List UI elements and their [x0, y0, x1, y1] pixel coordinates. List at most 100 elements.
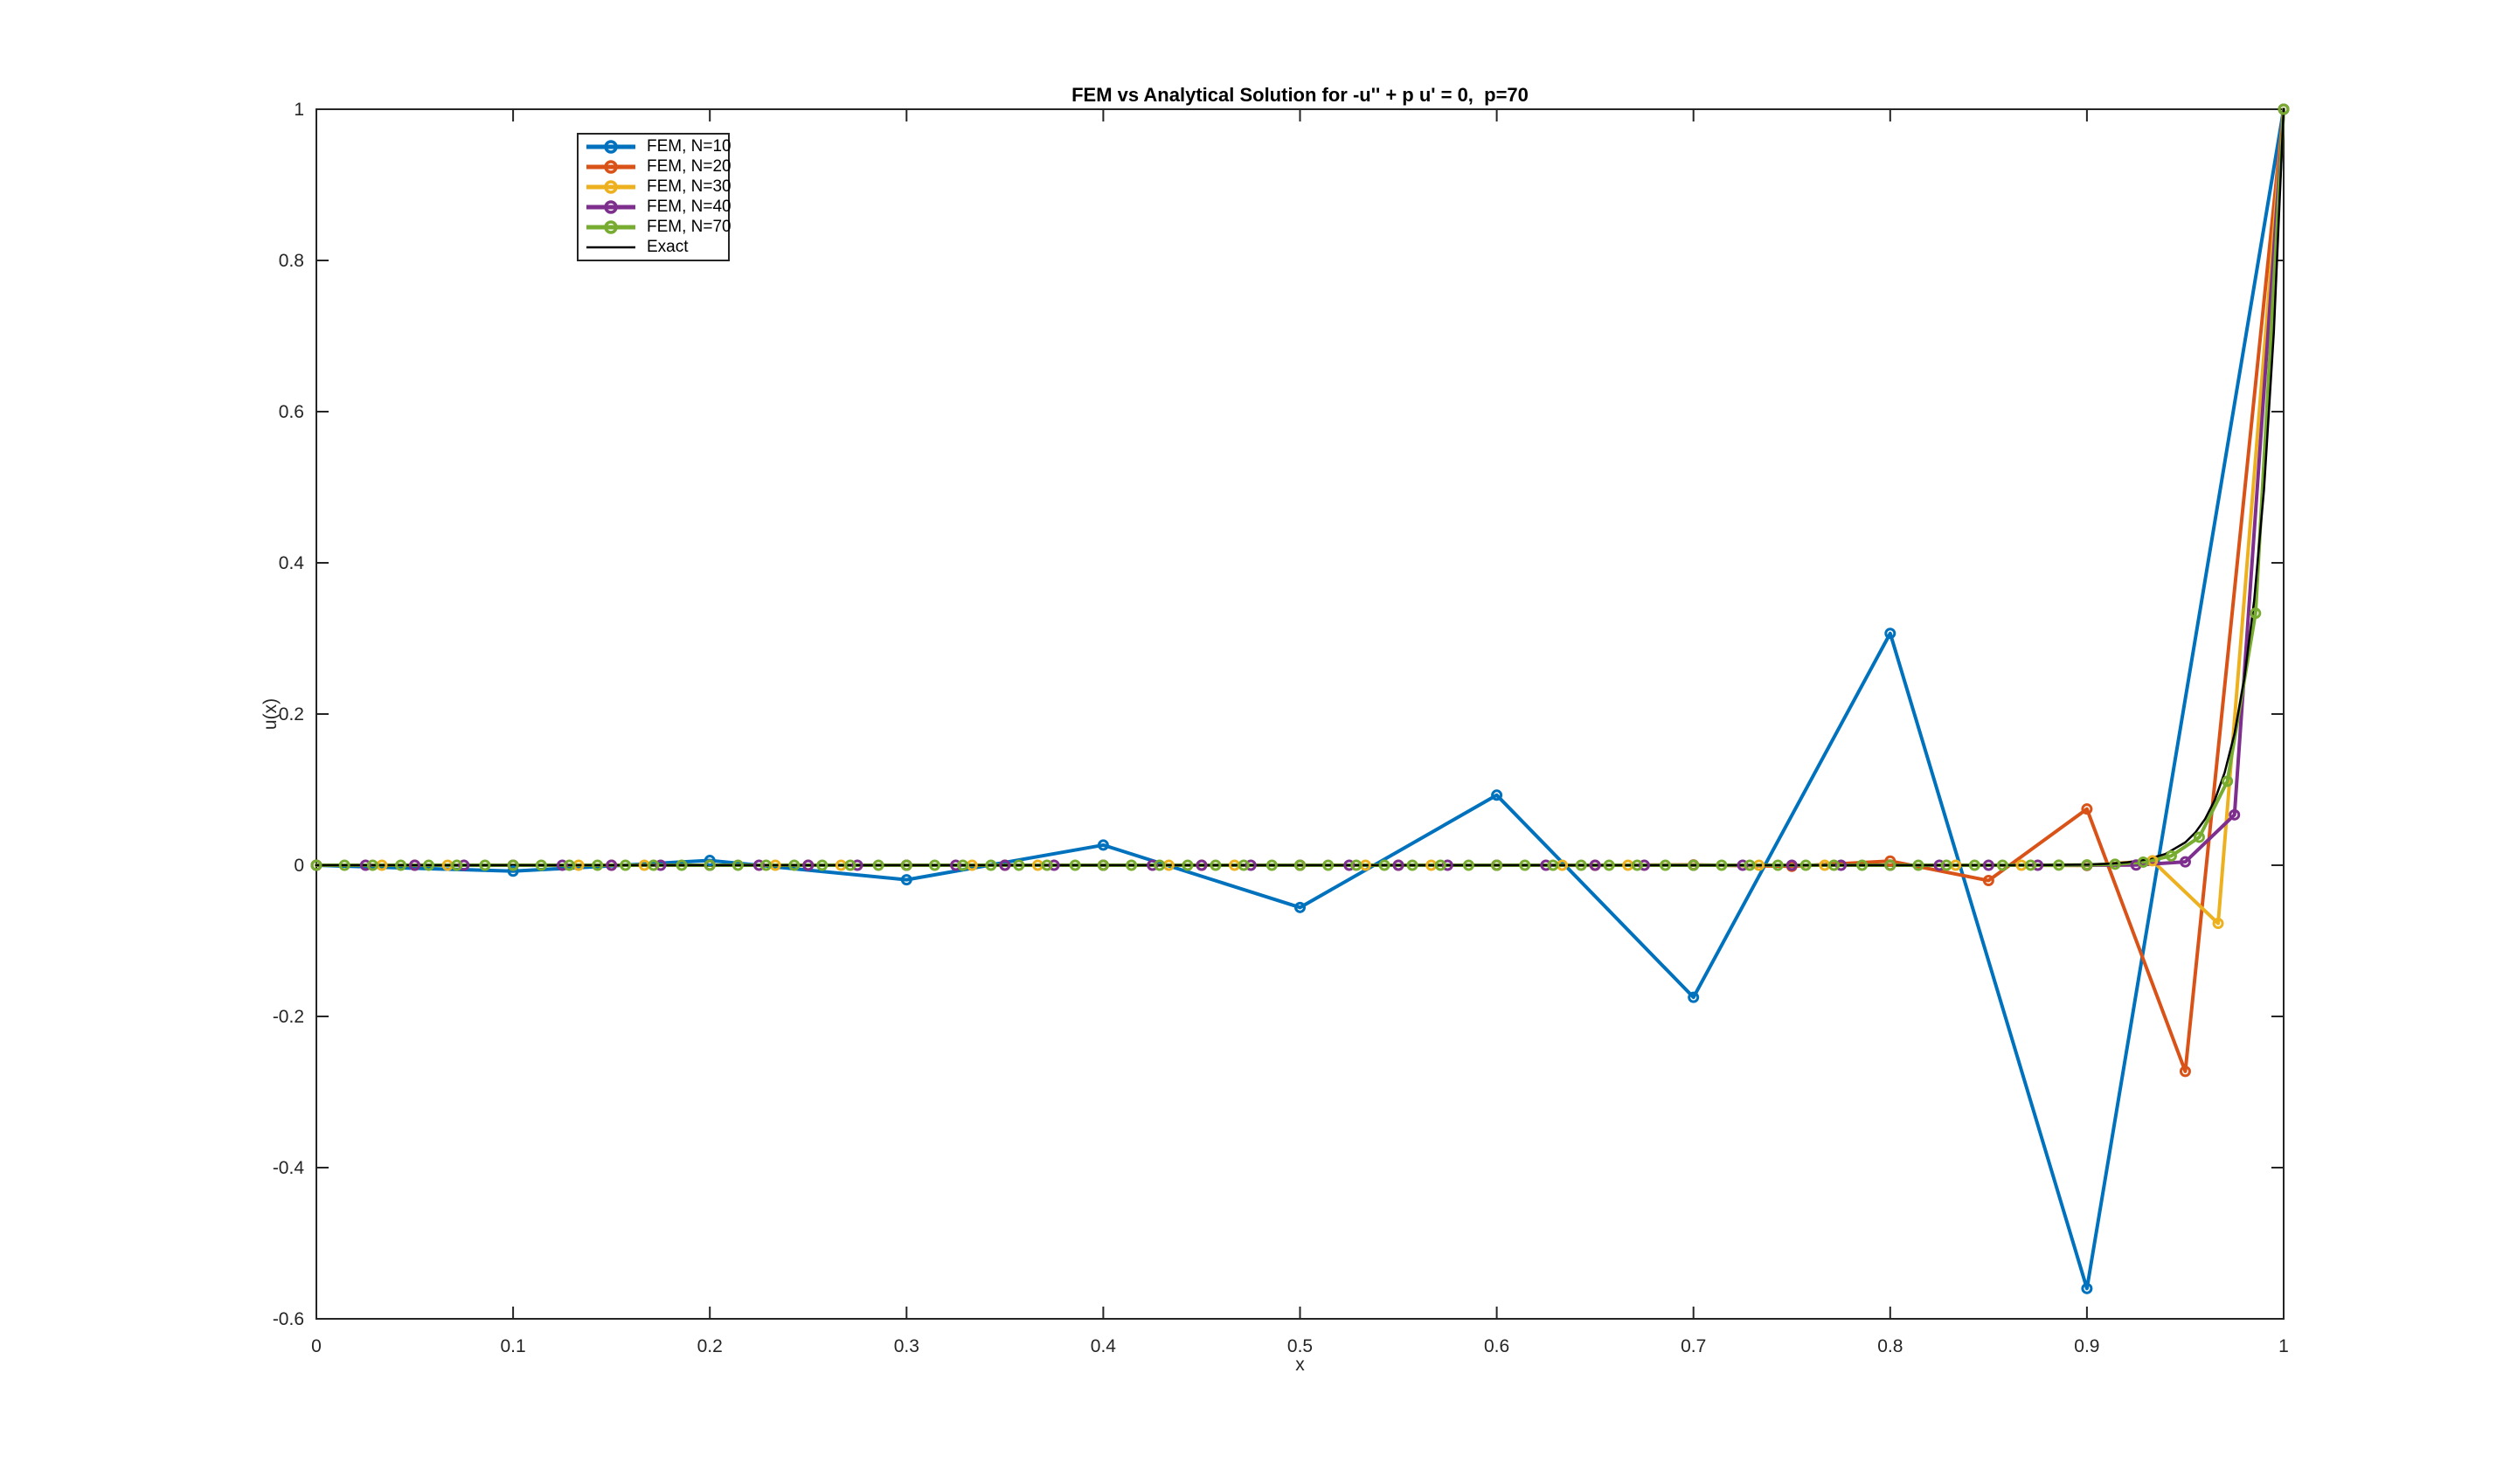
- legend-entry-exact[interactable]: Exact: [586, 238, 728, 258]
- series-markers-fem-n-70: [310, 103, 2290, 871]
- legend-entry-label: FEM, N=20: [647, 157, 732, 176]
- x-tick-labels: 0 0.1 0.2 0.3 0.4 0.5 0.6 0.7 0.8 0.9 1: [311, 1336, 2289, 1356]
- marker-circle-icon: [1912, 859, 1924, 871]
- marker-circle-icon: [704, 859, 716, 871]
- x-tick-label: 0.2: [697, 1336, 723, 1356]
- legend-line-marker-icon: [586, 200, 635, 214]
- marker-circle-icon: [1940, 859, 1952, 871]
- marker-circle-icon: [1245, 859, 1257, 871]
- marker-circle-icon: [928, 859, 940, 871]
- marker-circle-icon: [985, 859, 997, 871]
- x-tick-label: 0.9: [2074, 1336, 2099, 1356]
- marker-circle-icon: [2053, 859, 2065, 871]
- marker-circle-icon: [2250, 607, 2262, 620]
- series-markers-fem-n-10: [310, 103, 2290, 1294]
- marker-circle-icon: [592, 859, 604, 871]
- marker-circle-icon: [900, 859, 912, 871]
- legend-entry-label: Exact: [647, 238, 689, 256]
- legend-entry-label: FEM, N=40: [647, 198, 732, 216]
- marker-circle-icon: [563, 859, 575, 871]
- x-tick-label: 0: [311, 1336, 322, 1356]
- marker-circle-icon: [676, 859, 688, 871]
- marker-circle-icon: [1147, 859, 1159, 871]
- marker-circle-icon: [338, 859, 350, 871]
- marker-circle-icon: [1210, 859, 1222, 871]
- marker-circle-icon: [1638, 859, 1650, 871]
- legend-line-marker-icon: [586, 140, 635, 154]
- marker-circle-icon: [1835, 859, 1848, 871]
- marker-circle-icon: [1069, 859, 1081, 871]
- marker-circle-icon: [451, 859, 463, 871]
- legend-entry-fem-n-20[interactable]: FEM, N=20: [586, 157, 732, 177]
- y-tick-label: 0.8: [279, 251, 304, 271]
- y-tick-label: -0.2: [273, 1007, 304, 1027]
- marker-circle-icon: [1048, 859, 1060, 871]
- x-tick-label: 0.5: [1287, 1336, 1313, 1356]
- legend-box[interactable]: FEM, N=10 FEM, N=20 FEM, N=30 FEM, N=40 FEM,…: [577, 133, 732, 261]
- legend-entry-label: FEM, N=70: [647, 218, 732, 236]
- marker-circle-icon: [1631, 859, 1643, 871]
- marker-circle-icon: [1265, 859, 1278, 871]
- legend-entry-fem-n-70[interactable]: FEM, N=70: [586, 218, 732, 238]
- marker-circle-icon: [1785, 859, 1798, 871]
- marker-circle-icon: [1041, 859, 1053, 871]
- y-tick-label: 0.2: [279, 704, 304, 725]
- marker-circle-icon: [2109, 858, 2121, 870]
- marker-circle-icon: [957, 859, 969, 871]
- marker-circle-icon: [1406, 859, 1418, 871]
- y-tick-label: -0.4: [273, 1158, 305, 1178]
- legend-line-marker-icon: [586, 220, 635, 234]
- axis-ticks: [315, 108, 2285, 1320]
- marker-circle-icon: [655, 859, 667, 871]
- marker-circle-icon: [844, 859, 856, 871]
- marker-circle-icon: [556, 859, 568, 871]
- marker-circle-icon: [648, 859, 660, 871]
- marker-circle-icon: [1378, 859, 1390, 871]
- marker-circle-icon: [1540, 859, 1552, 871]
- x-tick-label: 0.7: [1681, 1336, 1706, 1356]
- marker-circle-icon: [2025, 859, 2037, 871]
- marker-circle-icon: [1856, 859, 1869, 871]
- marker-circle-icon: [1350, 859, 1363, 871]
- y-tick-label: -0.6: [273, 1309, 304, 1329]
- y-tick-label: 1: [294, 100, 304, 120]
- marker-circle-icon: [2278, 103, 2290, 115]
- legend-entry-fem-n-40[interactable]: FEM, N=40: [586, 198, 732, 218]
- y-tick-label: 0.6: [279, 402, 304, 422]
- marker-circle-icon: [606, 859, 618, 871]
- marker-circle-icon: [2137, 856, 2149, 868]
- legend-entry-fem-n-10[interactable]: FEM, N=10: [586, 137, 732, 157]
- marker-circle-icon: [1982, 859, 1994, 871]
- marker-circle-icon: [310, 859, 322, 871]
- marker-circle-icon: [479, 859, 491, 871]
- marker-circle-icon: [2032, 859, 2044, 871]
- legend-entry-label: FEM, N=30: [647, 177, 732, 196]
- marker-circle-icon: [1933, 859, 1945, 871]
- x-tick-label: 0.8: [1877, 1336, 1903, 1356]
- x-tick-label: 0.3: [894, 1336, 919, 1356]
- marker-circle-icon: [359, 859, 371, 871]
- x-tick-label: 1: [2278, 1336, 2289, 1356]
- chart-title: FEM vs Analytical Solution for -u'' + p …: [1071, 84, 1529, 106]
- marker-circle-icon: [752, 859, 765, 871]
- marker-circle-icon: [816, 859, 829, 871]
- legend-entry-label: FEM, N=10: [647, 137, 732, 156]
- marker-circle-icon: [2212, 918, 2224, 930]
- marker-circle-icon: [1462, 859, 1474, 871]
- marker-circle-icon: [872, 859, 884, 871]
- marker-circle-icon: [1294, 859, 1306, 871]
- marker-circle-icon: [1737, 859, 1749, 871]
- y-tick-label: 0: [294, 856, 304, 876]
- marker-circle-icon: [423, 859, 435, 871]
- x-axis-label: x: [1295, 1355, 1305, 1375]
- marker-circle-icon: [760, 859, 773, 871]
- marker-circle-icon: [1799, 859, 1812, 871]
- legend-entry-fem-n-30[interactable]: FEM, N=30: [586, 177, 732, 198]
- marker-circle-icon: [900, 874, 912, 886]
- marker-circle-icon: [1884, 855, 1896, 867]
- legend-line-icon: [586, 246, 635, 249]
- marker-circle-icon: [1154, 859, 1166, 871]
- marker-circle-icon: [2179, 856, 2191, 868]
- marker-circle-icon: [1519, 859, 1531, 871]
- marker-circle-icon: [1013, 859, 1025, 871]
